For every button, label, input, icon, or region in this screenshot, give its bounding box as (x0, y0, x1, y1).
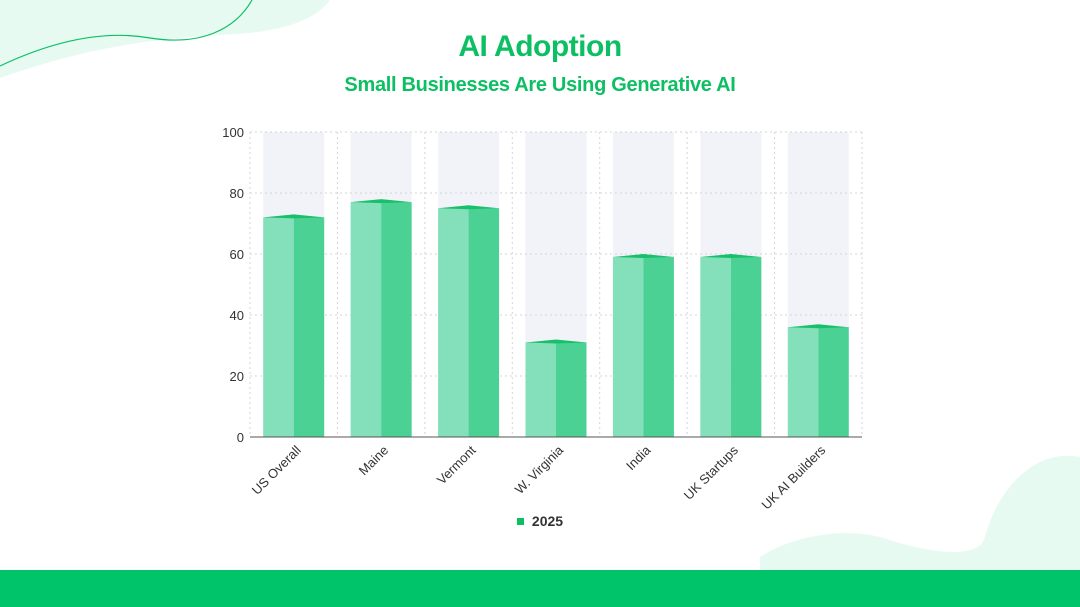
legend-swatch-2025 (516, 517, 524, 525)
chart-legend: 2025 (0, 513, 1080, 529)
bar-2-right-face (468, 208, 500, 437)
bar-0-top-cap (263, 214, 325, 219)
bar-0-left-face (263, 217, 294, 437)
x-tick-label: UK AI Builders (759, 442, 829, 512)
y-tick-label: 100 (222, 125, 244, 140)
x-tick-label: Maine (356, 443, 392, 479)
bar-3-top-cap (525, 339, 587, 344)
page-subtitle: Small Businesses Are Using Generative AI (344, 74, 736, 96)
decorative-wave-top (0, 0, 330, 78)
bar-5-left-face (700, 257, 731, 437)
bar-4-right-face (643, 257, 674, 437)
wave-fill-top (0, 0, 330, 78)
x-tick-label: UK Startups (681, 442, 742, 503)
bar-1-left-face (350, 202, 382, 437)
bar-2-left-face (438, 208, 469, 437)
decorative-wave-bottom (760, 455, 1080, 607)
bar-6-right-face (818, 327, 849, 437)
x-tick-label: India (623, 442, 654, 473)
bar-4-left-face (612, 257, 644, 437)
x-tick-label: Vermont (434, 442, 479, 487)
bar-5-top-cap (700, 254, 762, 259)
bar-2-top-cap (438, 205, 500, 210)
legend-label-2025: 2025 (531, 513, 564, 529)
y-tick-label: 20 (230, 369, 244, 384)
wave-line-top (0, 0, 253, 67)
bar-6-left-face (787, 327, 819, 437)
bar-chart: 0 20 40 60 80 100 US Overall Maine Vermont W. Vir… (222, 125, 863, 512)
bar-3-left-face (525, 342, 556, 437)
y-tick-label: 0 (237, 430, 244, 445)
bar-4-top-cap (612, 254, 674, 259)
footer-bar (0, 570, 1080, 607)
x-tick-label: W. Virginia (512, 442, 567, 497)
x-tick-label: US Overall (249, 442, 304, 497)
bar-5-right-face (730, 257, 762, 437)
y-tick-label: 60 (230, 247, 244, 262)
bar-1-top-cap (350, 199, 412, 204)
y-tick-label: 80 (230, 186, 244, 201)
wave-fill-bottom (760, 455, 1080, 607)
bar-6-top-cap (787, 324, 849, 329)
bar-0-right-face (293, 217, 325, 437)
bar-1-right-face (381, 202, 412, 437)
bar-3-right-face (556, 342, 587, 437)
y-tick-label: 40 (230, 308, 244, 323)
page-title: AI Adoption (458, 30, 622, 63)
